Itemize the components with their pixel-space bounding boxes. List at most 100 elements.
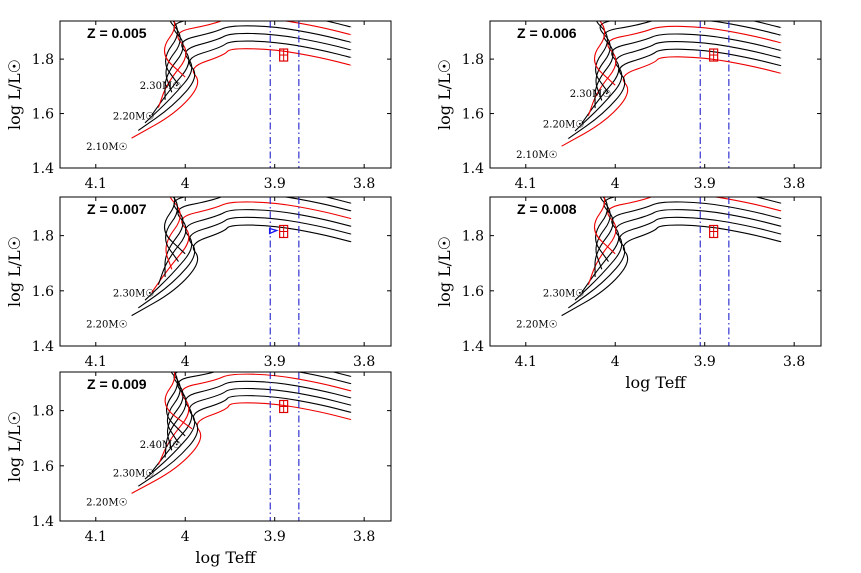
evolution-track: [165, 372, 186, 437]
mass-label: 2.30M☉: [570, 89, 612, 100]
evolution-track: [144, 32, 352, 124]
x-tick-label: 3.8: [783, 354, 805, 370]
panel-title: Z = 0.006: [517, 25, 577, 41]
x-tick-label: 3.9: [264, 176, 286, 192]
evolution-track: [137, 216, 352, 309]
evolution-track: [165, 21, 179, 86]
evolution-track: [131, 224, 352, 317]
panel-3: 4.1 4 3.9 3.8 1.4 1.6 1.8 log L/L☉ Z = 0.007 2.30…: [5, 196, 392, 370]
panel-2: 4.1 4 3.9 3.8 1.4 1.6 1.8 log L/L☉ Z = 0.006 2.30…: [435, 20, 822, 192]
x-tick-label: 3.9: [264, 354, 286, 370]
evolution-track: [137, 40, 352, 131]
evolution-track: [567, 48, 782, 140]
y-axis-label: log L/L☉: [5, 236, 24, 307]
evolution-track: [594, 21, 782, 109]
evolution-track: [151, 201, 352, 293]
plot-area: [131, 21, 352, 168]
evolution-track: [166, 372, 181, 444]
panel-5: 4.1 4 3.9 3.8 1.4 1.6 1.8 log L/L☉ log Teff Z = 0…: [5, 371, 392, 567]
plot-area: [131, 372, 352, 521]
x-tick-label: 3.9: [694, 354, 716, 370]
y-tick-label: 1.8: [32, 52, 54, 68]
x-tick-label: 4.1: [85, 354, 107, 370]
y-tick-label: 1.6: [462, 107, 484, 123]
y-tick-label: 1.6: [32, 107, 54, 123]
axes-frame: [489, 20, 822, 169]
y-tick-label: 1.8: [32, 404, 54, 420]
x-axis-label: log Teff: [195, 548, 257, 567]
y-axis-label: log L/L☉: [435, 59, 454, 130]
x-tick-label: 4: [611, 354, 620, 370]
evolution-track: [131, 48, 352, 139]
y-tick-label: 1.6: [462, 284, 484, 300]
evolution-track: [137, 395, 352, 487]
y-axis-label: log L/L☉: [5, 59, 24, 130]
evolution-track: [131, 402, 352, 494]
panel-title: Z = 0.007: [87, 201, 147, 217]
y-axis-label: log L/L☉: [435, 236, 454, 307]
mass-label: 2.20M☉: [86, 320, 128, 331]
evolution-track: [166, 372, 352, 451]
x-tick-label: 3.8: [353, 176, 375, 192]
axes-frame: [59, 371, 392, 522]
evolution-track: [157, 373, 352, 465]
evolution-track: [594, 197, 782, 278]
panel-title: Z = 0.005: [87, 25, 147, 41]
mass-label: 2.20M☉: [86, 497, 128, 508]
y-tick-label: 1.4: [462, 339, 484, 355]
y-tick-label: 1.6: [32, 459, 54, 475]
mass-label: 2.20M☉: [543, 120, 585, 131]
panel-title: Z = 0.008: [517, 201, 577, 217]
axes-frame: [489, 196, 822, 347]
evolution-track: [164, 372, 193, 430]
x-tick-label: 4.1: [515, 354, 537, 370]
axes-frame: [59, 20, 392, 169]
evolution-track: [574, 209, 782, 301]
mass-label: 2.30M☉: [113, 289, 155, 300]
x-tick-label: 4: [181, 176, 190, 192]
mass-label: 2.30M☉: [140, 81, 182, 92]
plot-area: [131, 197, 352, 346]
y-axis-label: log L/L☉: [5, 411, 24, 482]
evolution-track: [587, 25, 782, 116]
evolution-track: [157, 21, 352, 108]
evolution-track: [595, 21, 609, 94]
evolution-track: [164, 21, 186, 78]
y-tick-label: 1.4: [462, 161, 484, 177]
evolution-track: [151, 380, 352, 473]
panel-title: Z = 0.009: [87, 376, 147, 392]
x-tick-label: 4.1: [85, 176, 107, 192]
evolution-track: [151, 25, 352, 116]
evolution-track: [561, 56, 782, 147]
evolution-track: [144, 387, 352, 480]
evolution-track: [594, 21, 616, 86]
evolution-track: [595, 197, 609, 262]
evolution-track: [581, 33, 782, 124]
evolution-track: [165, 197, 179, 262]
x-tick-label: 4.1: [85, 529, 107, 545]
evolution-track: [164, 197, 352, 278]
panel-4: 4.1 4 3.9 3.8 1.4 1.6 1.8 log L/L☉ log Teff Z = 0…: [435, 196, 822, 392]
axes-frame: [59, 196, 392, 347]
mass-label: 2.30M☉: [543, 289, 585, 300]
y-tick-label: 1.4: [32, 339, 54, 355]
x-tick-label: 4: [611, 176, 620, 192]
x-tick-label: 3.8: [353, 529, 375, 545]
blue-marker: [268, 227, 279, 235]
x-tick-label: 4.1: [515, 176, 537, 192]
mass-label: 2.20M☉: [113, 112, 155, 123]
mass-label: 2.10M☉: [86, 142, 128, 153]
plot-area: [561, 21, 782, 168]
plot-area: [561, 197, 782, 346]
mass-label: 2.30M☉: [113, 469, 155, 480]
evolution-track: [157, 197, 352, 285]
mass-label: 2.40M☉: [140, 440, 182, 451]
evolution-track: [587, 197, 782, 285]
x-axis-label: log Teff: [625, 373, 687, 392]
evolution-track: [144, 209, 352, 301]
mass-label: 2.10M☉: [516, 150, 558, 161]
y-tick-label: 1.8: [462, 52, 484, 68]
x-tick-label: 3.9: [694, 176, 716, 192]
x-tick-label: 3.8: [783, 176, 805, 192]
